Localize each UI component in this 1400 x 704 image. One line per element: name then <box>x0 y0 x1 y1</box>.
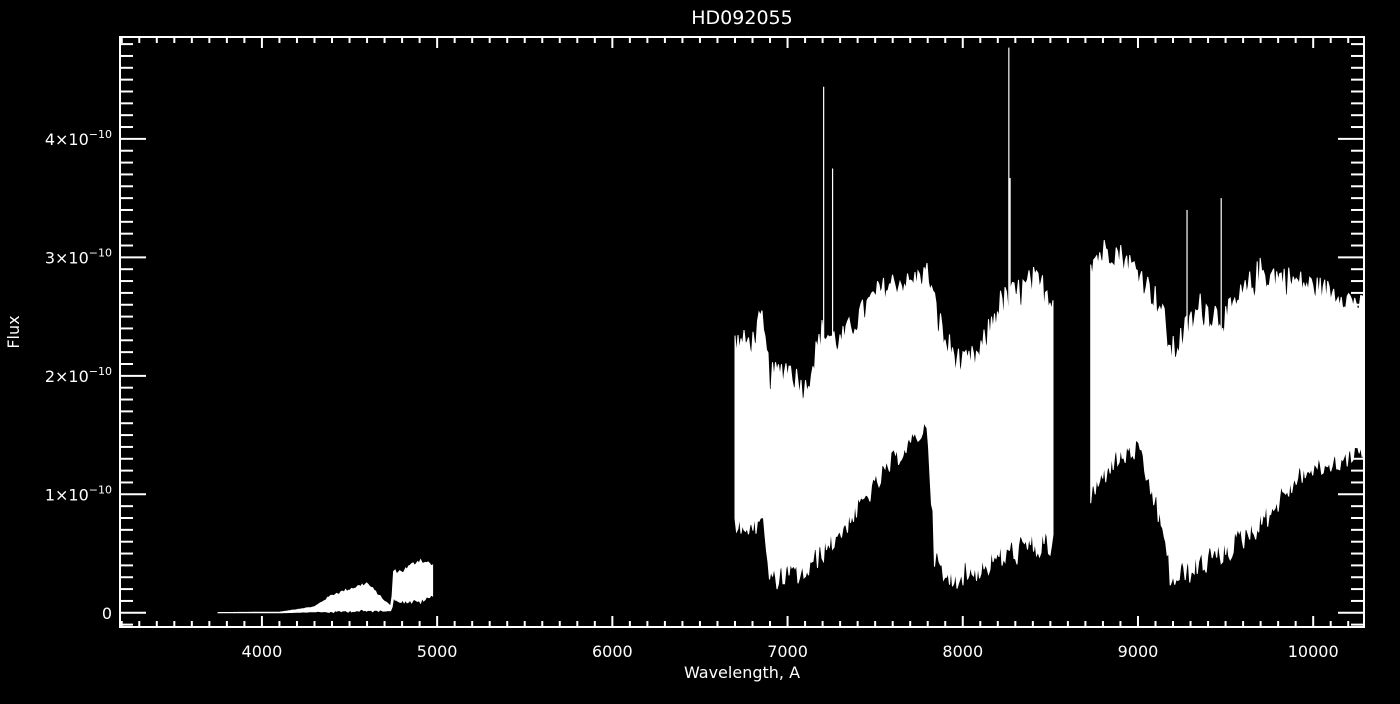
x-tick-label: 5000 <box>417 642 458 661</box>
y-tick-mantissa: 0 <box>102 604 112 623</box>
plot-frame <box>119 36 1365 628</box>
data-layer <box>217 47 1365 614</box>
x-axis-label: Wavelength, A <box>684 663 800 682</box>
y-tick-mantissa: 2×10 <box>45 367 89 386</box>
y-tick-mantissa: 1×10 <box>45 485 89 504</box>
spectrum-segment-1 <box>217 558 434 614</box>
y-axis-label: Flux <box>4 315 23 348</box>
y-tick-mantissa: 3×10 <box>45 248 89 267</box>
x-tick-label: 6000 <box>592 642 633 661</box>
y-tick-label: 4×10−10 <box>45 128 112 149</box>
axes-layer: 4000 5000 6000 7000 8000 9000 1000001×10−102×1… <box>45 36 1365 661</box>
spectrum-segment-2 <box>734 262 1054 590</box>
y-tick-exponent: −10 <box>89 128 112 141</box>
x-tick-label: 9000 <box>1118 642 1159 661</box>
chart-title: HD092055 <box>691 7 792 29</box>
x-tick-label: 7000 <box>767 642 808 661</box>
x-tick-label: 4000 <box>242 642 283 661</box>
y-tick-label: 1×10−10 <box>45 483 112 504</box>
y-tick-exponent: −10 <box>89 365 112 378</box>
y-tick-mantissa: 4×10 <box>45 130 89 149</box>
y-tick-label: 3×10−10 <box>45 246 112 267</box>
x-tick-label: 10000 <box>1288 642 1339 661</box>
y-tick-exponent: −10 <box>89 246 112 259</box>
y-tick-exponent: −10 <box>89 483 112 496</box>
x-tick-label: 8000 <box>942 642 983 661</box>
y-tick-label: 2×10−10 <box>45 365 112 386</box>
spectrum-segment-3 <box>1090 240 1365 586</box>
y-tick-label: 0 <box>102 604 112 623</box>
